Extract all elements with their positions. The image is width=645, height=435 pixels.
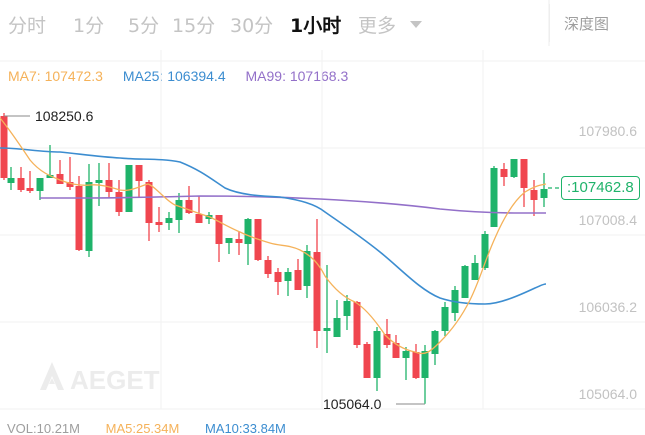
ma7-line <box>0 117 547 355</box>
ma99-line <box>40 195 546 214</box>
price-axis-label: 107008.4 <box>578 212 637 228</box>
low-price-label: 105064.0 <box>323 396 382 412</box>
caret-down-icon <box>410 21 423 28</box>
tab-label: 更多 <box>358 15 397 37</box>
high-price-label: 108250.6 <box>35 108 94 124</box>
price-axis-label: 105064.0 <box>578 386 637 402</box>
tab-label: 30分 <box>230 15 274 37</box>
tab-label: 15分 <box>172 15 216 37</box>
tab-1[interactable]: 1分 <box>73 11 104 38</box>
ma-legend: MA7: 107472.3 MA25: 106394.4 MA99: 10716… <box>8 68 364 84</box>
depth-chart-button[interactable]: 深度图 <box>564 15 610 33</box>
high-low-markers <box>4 115 560 405</box>
tab-0[interactable]: 分时 <box>8 11 46 38</box>
ma7-value: MA7: 107472.3 <box>8 68 103 84</box>
tab-3[interactable]: 15分 <box>172 11 215 38</box>
tab-label: 1小时 <box>290 15 342 37</box>
tab-5[interactable]: 1小时 <box>290 11 341 38</box>
watermark-text: AEGET <box>70 365 160 395</box>
chart-grid <box>0 0 645 410</box>
volume-ma5: MA5:25.34M <box>105 421 180 435</box>
ma25-line <box>0 147 547 305</box>
ma99-value: MA99: 107168.3 <box>245 68 349 84</box>
tab-label: 5分 <box>128 15 160 37</box>
tab-2[interactable]: 5分 <box>128 11 159 38</box>
tab-4[interactable]: 30分 <box>230 11 273 38</box>
volume-ma10: MA10:33.84M <box>204 421 286 435</box>
candles <box>0 113 548 403</box>
ma25-value: MA25: 106394.4 <box>122 68 226 84</box>
interval-tabs: 分时 1分 5分 15分 30分 1小时 更多 深度图 <box>0 0 645 46</box>
tab-label: 1分 <box>73 15 105 37</box>
price-axis-label: 107980.6 <box>578 123 637 139</box>
current-price-tag[interactable]: :107462.8 <box>561 176 640 200</box>
volume-legend: VOL:10.21M MA5:25.34M MA10:33.84M <box>7 421 308 435</box>
price-axis-label: 106036.2 <box>578 299 637 315</box>
volume-value: VOL:10.21M <box>7 421 80 435</box>
tab-6[interactable]: 更多 <box>358 11 423 38</box>
watermark-logo: AEGET <box>40 362 160 395</box>
tab-label: 分时 <box>8 15 47 37</box>
